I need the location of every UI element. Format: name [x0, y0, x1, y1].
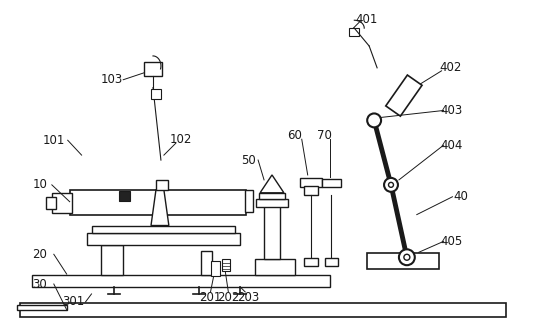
Text: 101: 101: [43, 134, 65, 147]
Circle shape: [404, 254, 410, 260]
Circle shape: [384, 178, 398, 192]
Bar: [101, 245, 123, 275]
Polygon shape: [151, 190, 169, 225]
Bar: [20, 303, 506, 317]
Bar: [144, 62, 162, 76]
Circle shape: [389, 182, 393, 187]
Polygon shape: [386, 75, 422, 116]
Text: 402: 402: [440, 61, 462, 74]
Text: 102: 102: [170, 133, 192, 146]
Bar: [119, 191, 130, 201]
Text: 60: 60: [287, 129, 302, 142]
Bar: [201, 251, 212, 275]
Bar: [52, 193, 72, 213]
Text: 40: 40: [453, 190, 468, 203]
Bar: [259, 193, 285, 199]
Bar: [17, 305, 67, 310]
Text: 405: 405: [440, 235, 463, 248]
Text: 203: 203: [237, 291, 259, 305]
Bar: [70, 190, 246, 215]
Bar: [92, 225, 235, 233]
Text: 404: 404: [440, 139, 463, 152]
Text: 30: 30: [33, 277, 47, 290]
Bar: [255, 259, 295, 275]
Text: 103: 103: [100, 73, 122, 86]
Bar: [87, 233, 240, 245]
Text: 301: 301: [62, 295, 85, 309]
Text: 10: 10: [33, 178, 47, 191]
Text: 201: 201: [199, 291, 222, 305]
Bar: [210, 261, 221, 276]
Bar: [325, 258, 338, 266]
Bar: [304, 258, 318, 266]
Bar: [350, 28, 359, 36]
Bar: [300, 178, 321, 187]
Text: 70: 70: [317, 129, 332, 142]
Bar: [151, 89, 161, 98]
Text: 202: 202: [217, 291, 240, 305]
Circle shape: [367, 114, 381, 127]
Bar: [222, 259, 230, 271]
Bar: [321, 179, 341, 187]
Bar: [46, 197, 56, 209]
Bar: [245, 190, 253, 212]
Text: 401: 401: [355, 13, 377, 26]
Bar: [256, 199, 288, 207]
Polygon shape: [260, 175, 284, 193]
Bar: [367, 253, 438, 269]
Bar: [32, 275, 330, 287]
Bar: [156, 180, 168, 190]
Bar: [304, 186, 318, 195]
Bar: [264, 205, 280, 259]
Text: 403: 403: [440, 104, 463, 117]
Text: 20: 20: [33, 248, 47, 261]
Text: 50: 50: [241, 153, 256, 166]
Circle shape: [399, 249, 415, 265]
